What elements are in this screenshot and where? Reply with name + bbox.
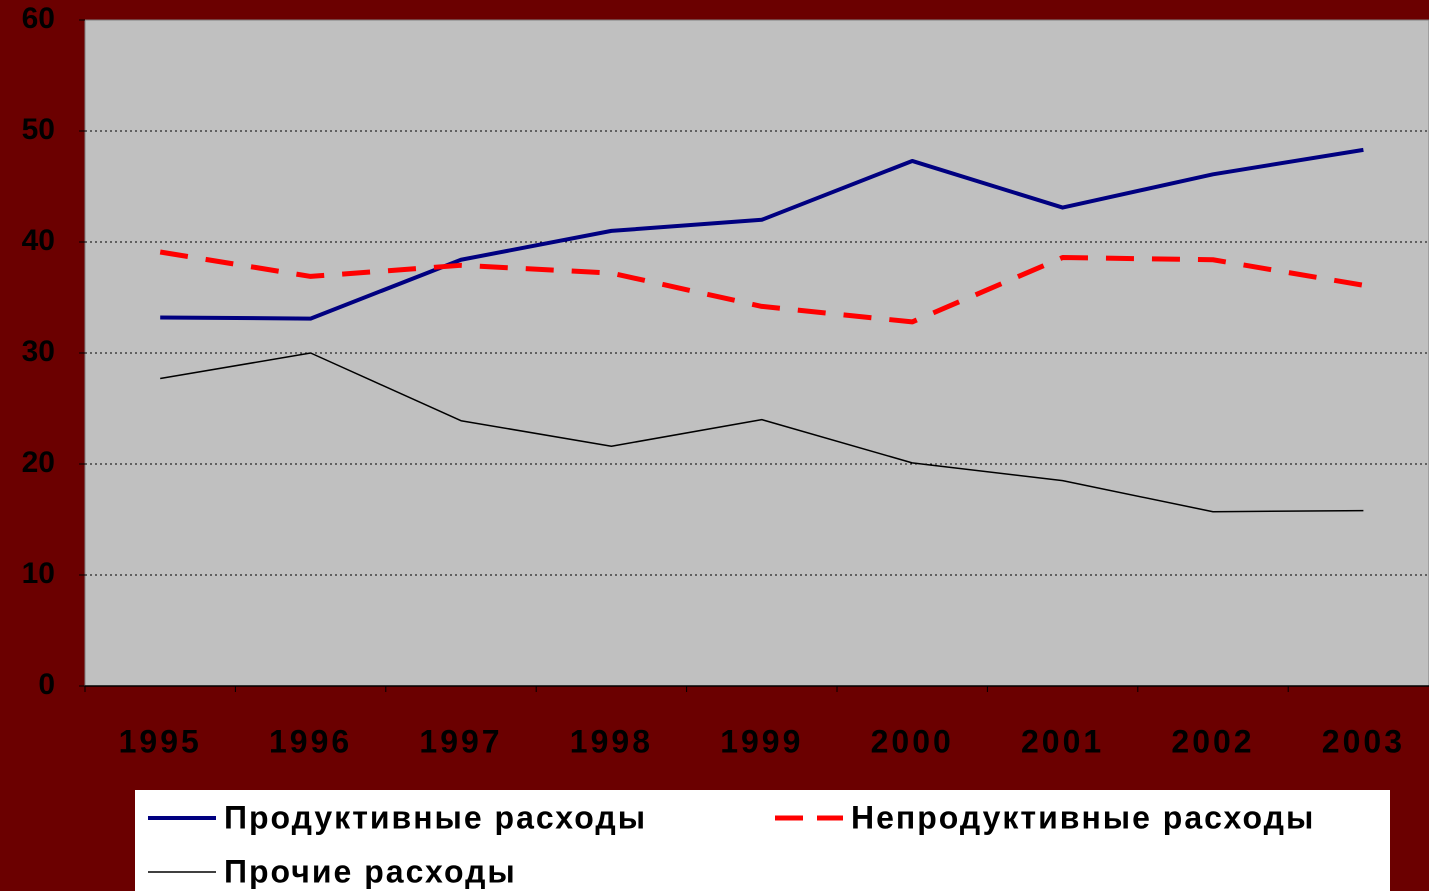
legend-label: Продуктивные расходы	[224, 799, 647, 835]
y-tick-label: 20	[22, 446, 55, 479]
line-series	[160, 147, 1364, 321]
x-tick-label: 2002	[1171, 723, 1254, 759]
line-series	[160, 352, 1364, 513]
x-tick-label: 1999	[720, 723, 803, 759]
x-tick-label: 1998	[570, 723, 653, 759]
legend-label: Прочие расходы	[224, 853, 517, 889]
x-tick-label: 1995	[119, 723, 202, 759]
x-tick-label: 1997	[419, 723, 502, 759]
y-tick-label: 60	[22, 2, 55, 35]
y-tick-label: 0	[38, 668, 55, 701]
legend	[135, 790, 1390, 891]
x-tick-label: 2000	[871, 723, 954, 759]
y-tick-label: 50	[22, 113, 55, 146]
line-series	[159, 249, 1364, 325]
y-tick-label: 40	[22, 224, 55, 257]
x-tick-label: 1996	[269, 723, 352, 759]
x-tick-label: 2001	[1021, 723, 1104, 759]
x-tick-label: 2003	[1322, 723, 1405, 759]
legend-label: Непродуктивные расходы	[851, 799, 1315, 835]
y-tick-label: 10	[22, 557, 55, 590]
y-tick-label: 30	[22, 335, 55, 368]
